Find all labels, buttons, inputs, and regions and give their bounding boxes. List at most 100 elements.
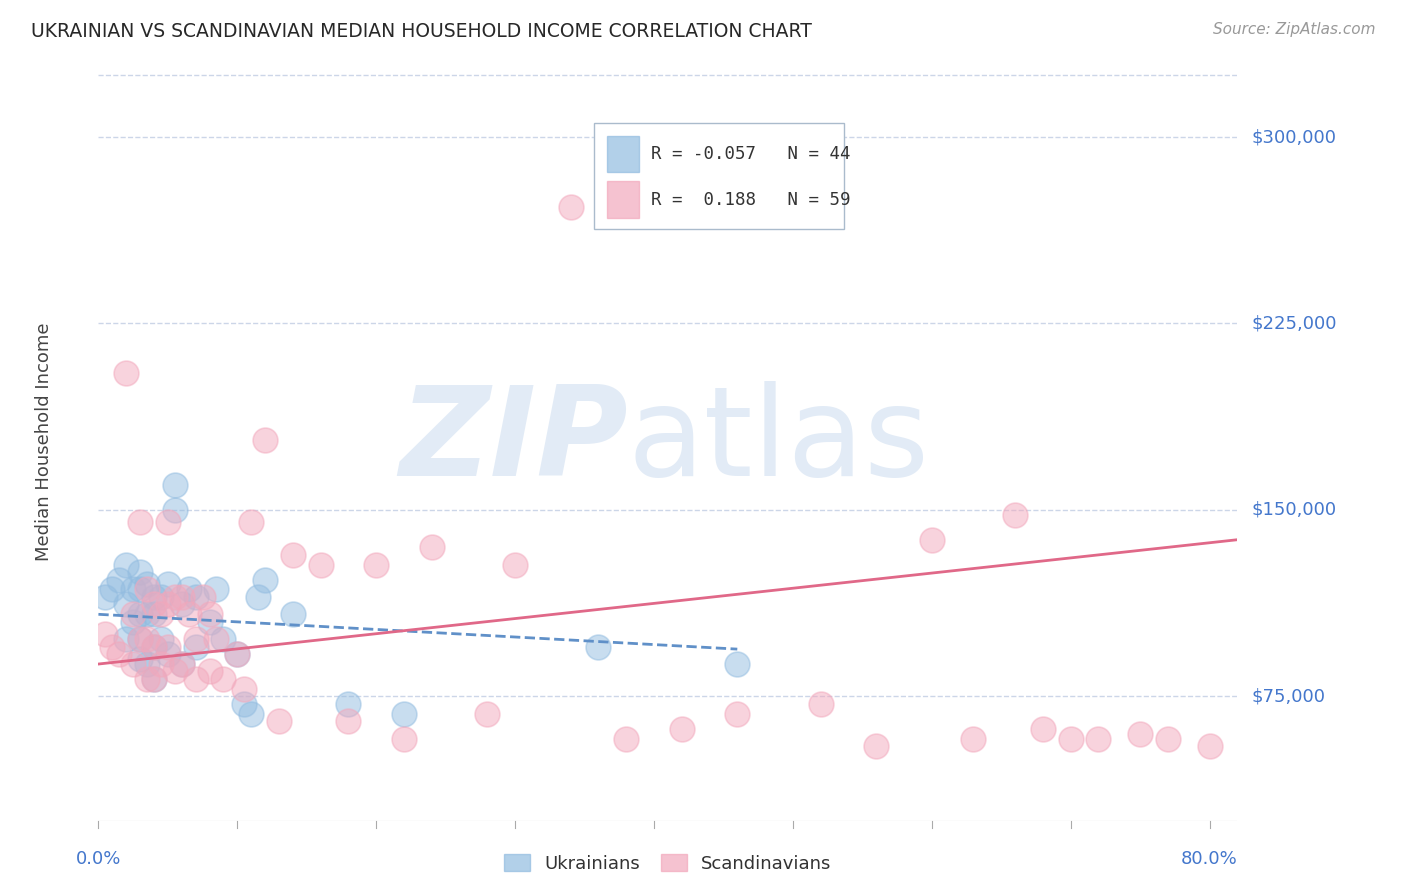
- Point: [170, 598, 193, 612]
- Point: [143, 640, 166, 654]
- Point: [725, 657, 748, 671]
- Point: [94, 590, 117, 604]
- Point: [136, 632, 159, 647]
- Point: [163, 665, 186, 679]
- Point: [254, 434, 277, 448]
- Point: [962, 731, 984, 746]
- Point: [115, 366, 138, 380]
- Point: [191, 590, 214, 604]
- Point: [129, 516, 152, 530]
- Point: [163, 503, 186, 517]
- Legend: Ukrainians, Scandinavians: Ukrainians, Scandinavians: [496, 847, 839, 880]
- Point: [122, 582, 145, 597]
- Point: [281, 548, 304, 562]
- Point: [129, 582, 152, 597]
- Point: [149, 590, 172, 604]
- Point: [810, 697, 832, 711]
- Text: atlas: atlas: [628, 381, 931, 502]
- Point: [170, 657, 193, 671]
- Point: [233, 697, 256, 711]
- Point: [143, 672, 166, 686]
- Point: [122, 657, 145, 671]
- Point: [614, 731, 637, 746]
- FancyBboxPatch shape: [607, 136, 640, 172]
- Text: 0.0%: 0.0%: [76, 850, 121, 869]
- Point: [136, 607, 159, 622]
- Point: [921, 533, 943, 547]
- Text: $225,000: $225,000: [1251, 315, 1337, 333]
- Point: [129, 632, 152, 647]
- Point: [337, 697, 360, 711]
- Text: $300,000: $300,000: [1251, 128, 1336, 146]
- Point: [1129, 726, 1152, 740]
- Point: [184, 672, 207, 686]
- Point: [198, 615, 221, 629]
- Point: [1198, 739, 1220, 753]
- Point: [226, 647, 249, 661]
- Point: [247, 590, 270, 604]
- Point: [143, 640, 166, 654]
- Text: $75,000: $75,000: [1251, 688, 1326, 706]
- Point: [337, 714, 360, 729]
- Point: [420, 540, 443, 554]
- Point: [1004, 508, 1026, 522]
- Point: [865, 739, 887, 753]
- Point: [212, 672, 235, 686]
- Point: [136, 582, 159, 597]
- Point: [122, 607, 145, 622]
- Point: [136, 577, 159, 591]
- FancyBboxPatch shape: [593, 123, 845, 229]
- Point: [309, 558, 332, 572]
- Point: [267, 714, 290, 729]
- Point: [226, 647, 249, 661]
- Point: [184, 590, 207, 604]
- Point: [1157, 731, 1180, 746]
- Text: Median Household Income: Median Household Income: [35, 322, 53, 561]
- Text: $150,000: $150,000: [1251, 501, 1336, 519]
- Point: [1059, 731, 1081, 746]
- Point: [101, 582, 124, 597]
- Point: [588, 640, 610, 654]
- Point: [143, 598, 166, 612]
- Text: UKRAINIAN VS SCANDINAVIAN MEDIAN HOUSEHOLD INCOME CORRELATION CHART: UKRAINIAN VS SCANDINAVIAN MEDIAN HOUSEHO…: [31, 22, 811, 41]
- Point: [129, 652, 152, 666]
- Point: [156, 598, 179, 612]
- Point: [170, 590, 193, 604]
- Point: [94, 627, 117, 641]
- Point: [503, 558, 526, 572]
- Point: [136, 657, 159, 671]
- Point: [129, 607, 152, 622]
- Text: 80.0%: 80.0%: [1181, 850, 1237, 869]
- Point: [115, 558, 138, 572]
- Point: [122, 615, 145, 629]
- Point: [240, 516, 263, 530]
- Point: [156, 577, 179, 591]
- Point: [163, 478, 186, 492]
- Point: [170, 657, 193, 671]
- Point: [392, 731, 415, 746]
- Point: [108, 647, 131, 661]
- Point: [101, 640, 124, 654]
- Text: Source: ZipAtlas.com: Source: ZipAtlas.com: [1212, 22, 1375, 37]
- Point: [725, 706, 748, 721]
- Point: [560, 200, 582, 214]
- Point: [477, 706, 499, 721]
- Point: [198, 607, 221, 622]
- FancyBboxPatch shape: [607, 181, 640, 218]
- Point: [115, 632, 138, 647]
- Point: [115, 598, 138, 612]
- Point: [233, 681, 256, 696]
- Point: [177, 607, 200, 622]
- Point: [143, 590, 166, 604]
- Point: [129, 565, 152, 579]
- Point: [156, 640, 179, 654]
- Point: [366, 558, 388, 572]
- Point: [143, 672, 166, 686]
- Point: [205, 582, 228, 597]
- Point: [184, 632, 207, 647]
- Point: [198, 665, 221, 679]
- Point: [156, 516, 179, 530]
- Point: [156, 647, 179, 661]
- Point: [136, 672, 159, 686]
- Point: [149, 632, 172, 647]
